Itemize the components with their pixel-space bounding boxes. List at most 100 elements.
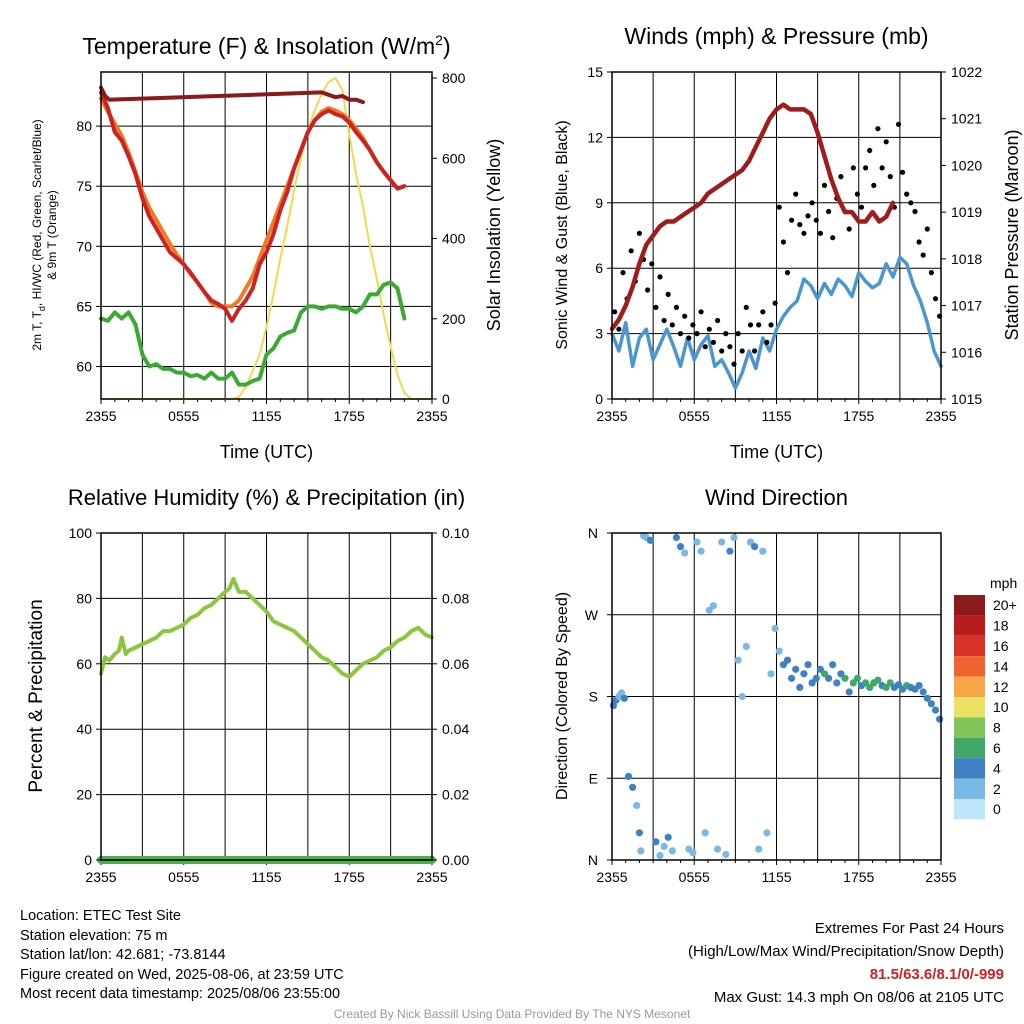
legend-label: 18 <box>993 618 1009 634</box>
title-text: Temperature (F) & Insolation (W/m <box>82 33 435 59</box>
x-tick-label: 1755 <box>843 408 874 424</box>
series-sonic-wind <box>610 255 943 390</box>
gust-point <box>854 191 861 197</box>
series-insolation <box>100 77 433 400</box>
direction-point <box>676 543 685 551</box>
x-tick-label: 1755 <box>334 408 365 424</box>
direction-point <box>825 674 833 682</box>
extremes-subtitle: (High/Low/Max Wind/Precipitation/Snow De… <box>688 943 1004 960</box>
station-latlon: Station lat/lon: 42.681; -73.8144 <box>20 947 226 963</box>
x-axis-label: Time (UTC) <box>220 442 313 462</box>
gust-point <box>764 339 770 345</box>
direction-point <box>829 661 837 669</box>
series-relative-humidity <box>99 576 434 679</box>
gust-point <box>900 169 906 175</box>
legend-label: 14 <box>993 658 1009 674</box>
gust-point <box>739 348 745 354</box>
gust-point <box>821 182 828 188</box>
legend-swatch <box>954 595 985 616</box>
x-tick-label: 0555 <box>679 408 710 424</box>
y-tick-label: 80 <box>76 118 92 134</box>
y-tick-label: S <box>589 689 598 705</box>
gust-point <box>805 213 811 219</box>
y2-tick-label: 0.06 <box>442 656 469 672</box>
gust-point <box>904 191 910 197</box>
y-tick-label: W <box>585 607 599 623</box>
y-tick-label: E <box>589 770 598 786</box>
direction-point <box>718 538 726 546</box>
x-tick-label: 1755 <box>334 869 365 885</box>
series-dewpoint <box>99 280 407 387</box>
direction-point <box>722 850 730 859</box>
gust-point <box>780 239 787 245</box>
gust-point <box>932 296 939 302</box>
x-tick-label: 2355 <box>925 869 956 885</box>
y2-tick-label: 1020 <box>951 157 982 173</box>
chart-title: Temperature (F) & Insolation (W/m2) <box>82 32 450 59</box>
gust-point <box>706 326 712 332</box>
ylabel-part: 2m T, T <box>30 310 44 350</box>
direction-point <box>734 656 742 664</box>
direction-point <box>849 679 857 687</box>
y2-tick-label: 0 <box>442 391 450 407</box>
y2-tick-label: 400 <box>442 231 466 247</box>
gust-point <box>768 322 774 328</box>
y-axis-label: Sonic Wind & Gust (Blue, Black) <box>554 120 571 349</box>
gust-point <box>694 331 700 337</box>
gust-point <box>908 200 914 206</box>
gust-point <box>895 121 902 127</box>
gust-point <box>776 204 782 210</box>
gust-point <box>797 222 803 228</box>
humidity-precip-panel: 2355 0555 1155 1755 23550204060801000.000.02… <box>26 485 469 885</box>
direction-point <box>915 682 923 690</box>
legend-swatch <box>954 697 985 718</box>
temperature-panel: 2355 0555 1155 1755 235560657075800200400600… <box>30 32 504 462</box>
gust-point <box>760 309 766 315</box>
y-tick-label: N <box>588 852 598 868</box>
legend-title: mph <box>990 575 1017 591</box>
legend-swatch <box>954 778 985 799</box>
gust-point <box>710 339 717 345</box>
chart-title: Wind Direction <box>705 485 848 510</box>
y-axis-label-line2: & 9m T (Orange) <box>45 190 59 280</box>
direction-point <box>833 679 841 687</box>
legend-swatch <box>954 758 985 779</box>
direction-point <box>919 688 927 696</box>
plot-frame <box>100 532 433 861</box>
y-tick-label: 15 <box>587 64 603 80</box>
gust-point <box>817 230 824 236</box>
gust-point <box>801 230 807 236</box>
direction-point <box>730 533 738 542</box>
direction-point <box>845 688 853 696</box>
y2-axis-label: Station Pressure (Maroon) <box>1002 129 1022 340</box>
direction-point <box>620 694 628 702</box>
x-tick-label: 2355 <box>85 408 116 424</box>
y2-axis-label: Solar Insolation (Yellow) <box>484 139 504 331</box>
direction-point <box>656 851 664 860</box>
direction-point <box>936 715 944 723</box>
legend-label: 20+ <box>993 597 1017 613</box>
direction-point <box>771 624 779 633</box>
gust-point <box>879 165 885 171</box>
recent-timestamp: Most recent data timestamp: 2025/08/06 2… <box>20 986 341 1002</box>
y2-tick-label: 0.08 <box>442 590 469 606</box>
y2-tick-label: 200 <box>442 311 466 327</box>
gust-point <box>649 261 655 267</box>
direction-point <box>624 772 633 781</box>
gust-point <box>916 239 922 245</box>
x-tick-label: 1155 <box>761 869 791 885</box>
direction-point <box>853 674 862 682</box>
gust-point <box>727 344 733 350</box>
gust-point <box>628 248 634 254</box>
y2-tick-label: 0.04 <box>442 721 469 737</box>
gust-point <box>686 335 692 341</box>
gust-point <box>875 126 881 132</box>
direction-point <box>697 547 705 555</box>
x-tick-label: 1155 <box>251 408 281 424</box>
gust-point <box>612 309 618 315</box>
max-gust: Max Gust: 14.3 mph On 08/06 at 2105 UTC <box>713 989 1004 1006</box>
y2-tick-label: 0.00 <box>442 852 469 868</box>
direction-point <box>714 845 722 853</box>
